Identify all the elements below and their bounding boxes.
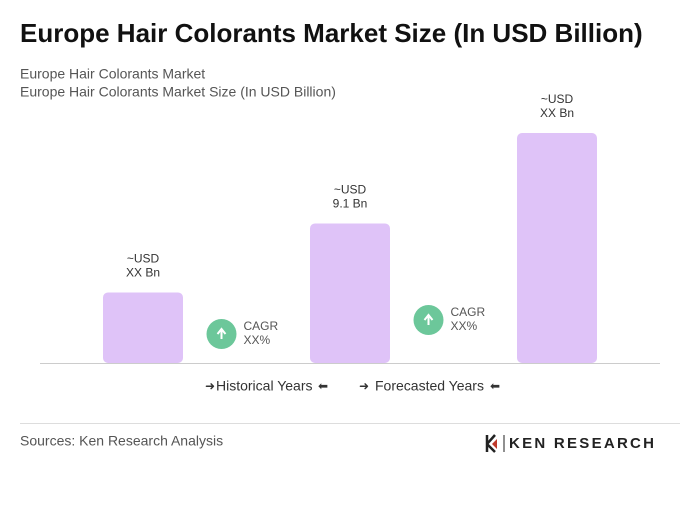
value-label: ~USD bbox=[127, 252, 160, 266]
logo-mark bbox=[485, 434, 496, 453]
source: Sources: Ken Research Analysis bbox=[20, 433, 223, 449]
value-label: 9.1 Bn bbox=[333, 197, 368, 211]
legend-label: Forecasted Years bbox=[375, 378, 484, 394]
value-label: ~USD bbox=[334, 183, 367, 197]
cagr-label: XX% bbox=[451, 319, 478, 333]
subtitle: Europe Hair Colorants Market bbox=[20, 66, 205, 82]
cagr-label: XX% bbox=[244, 333, 271, 347]
subtitle: Europe Hair Colorants Market Size (In US… bbox=[20, 84, 336, 100]
bar bbox=[103, 292, 183, 363]
legend-arrow: ⬅ bbox=[318, 379, 328, 393]
value-label: ~USD bbox=[541, 92, 574, 106]
logo-text: KEN RESEARCH bbox=[509, 435, 654, 452]
bar bbox=[517, 133, 597, 363]
value-label: XX Bn bbox=[540, 106, 574, 120]
chart-title: Europe Hair Colorants Market Size (In US… bbox=[20, 18, 643, 48]
logo-mark bbox=[492, 439, 497, 449]
cagr-label: CAGR bbox=[244, 319, 279, 333]
cagr-arrow bbox=[423, 313, 434, 325]
cagr-arrow bbox=[216, 327, 227, 339]
legend-arrow: ➜ bbox=[205, 379, 215, 393]
legend-arrow: ➜ bbox=[359, 379, 369, 393]
value-label: XX Bn bbox=[126, 266, 160, 280]
legend-label: Historical Years bbox=[216, 378, 313, 394]
bar bbox=[310, 223, 390, 363]
legend-arrow: ⬅ bbox=[490, 379, 500, 393]
cagr-label: CAGR bbox=[451, 305, 486, 319]
logo: KEN RESEARCH bbox=[485, 434, 654, 453]
